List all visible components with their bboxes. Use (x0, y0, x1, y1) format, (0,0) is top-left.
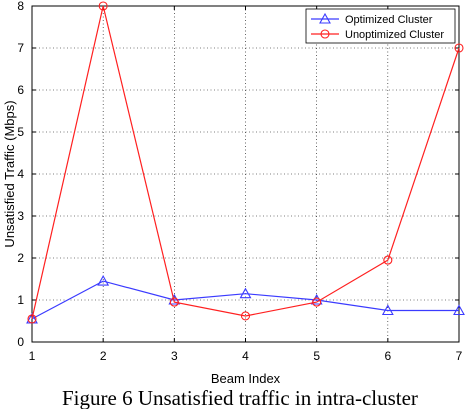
circle-marker (383, 255, 393, 265)
series-layer (26, 1, 465, 324)
legend-box (305, 8, 456, 44)
x-axis-label: Beam Index (211, 371, 281, 386)
y-tick-label: 1 (17, 293, 24, 307)
y-axis-ticks: 0 1 2 3 4 5 6 7 8 (17, 0, 459, 349)
triangle-marker (310, 293, 323, 305)
series-1 (26, 274, 465, 324)
circle-marker (98, 1, 108, 11)
y-tick-label: 6 (17, 83, 24, 97)
y-tick-label: 4 (17, 167, 24, 181)
circle-marker (454, 43, 464, 53)
x-tick-label: 2 (100, 349, 107, 363)
y-tick-label: 8 (17, 0, 24, 13)
legend-label: Optimized Cluster (345, 14, 433, 26)
x-tick-label: 4 (242, 349, 249, 363)
x-axis-ticks: 1 2 3 4 5 6 7 (29, 6, 463, 363)
legend-label: Unoptimized Cluster (345, 29, 444, 41)
x-tick-label: 3 (171, 349, 178, 363)
circle-marker (312, 297, 322, 307)
y-tick-label: 7 (17, 41, 24, 55)
y-tick-label: 0 (17, 335, 24, 349)
y-tick-label: 2 (17, 251, 24, 265)
legend-entry: Unoptimized Cluster (311, 29, 444, 41)
y-axis-label: Unsatisfied Traffic (Mbps) (2, 100, 17, 247)
circle-marker (169, 297, 179, 307)
triangle-marker (381, 304, 394, 316)
legend: Optimized Cluster Unoptimized Cluster (305, 8, 456, 44)
triangle-marker (97, 274, 110, 286)
triangle-marker (319, 12, 331, 24)
legend-entry: Optimized Cluster (311, 12, 433, 26)
x-tick-label: 7 (456, 349, 463, 363)
y-tick-label: 5 (17, 125, 24, 139)
y-tick-label: 3 (17, 209, 24, 223)
series-line (31, 280, 459, 320)
triangle-marker (168, 293, 181, 305)
x-tick-label: 6 (384, 349, 391, 363)
series-2 (27, 1, 464, 324)
circle-marker (320, 29, 330, 39)
x-tick-label: 5 (313, 349, 320, 363)
series-line (31, 5, 460, 320)
triangle-marker (453, 304, 465, 316)
x-tick-label: 1 (29, 349, 36, 363)
grid-lines (31, 5, 460, 343)
triangle-marker (239, 287, 252, 299)
circle-marker (240, 311, 251, 321)
circle-marker (27, 314, 37, 324)
figure-caption: Figure 6 Unsatisfied traffic in intra-cl… (62, 386, 418, 409)
